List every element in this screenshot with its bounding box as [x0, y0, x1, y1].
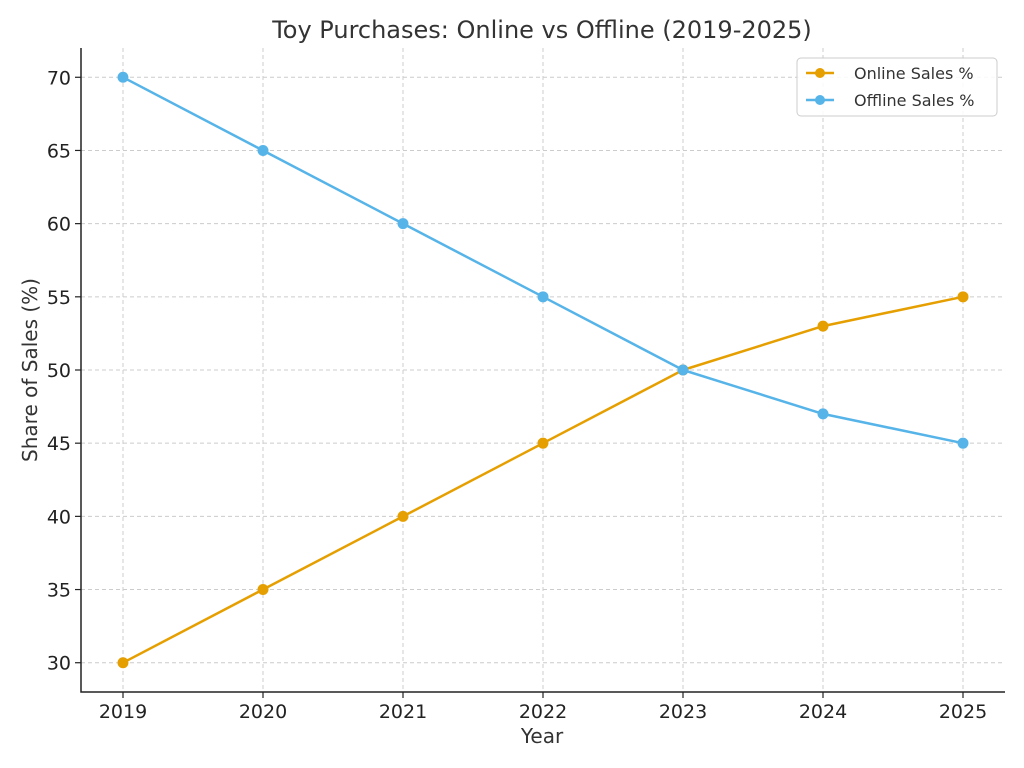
x-axis-label: Year [520, 724, 564, 748]
y-tick-label: 35 [47, 580, 71, 602]
data-point-online [957, 291, 969, 303]
data-point-offline [117, 71, 129, 83]
data-point-offline [537, 291, 549, 303]
y-tick-label: 55 [47, 287, 71, 309]
legend-swatch-online-marker [815, 68, 825, 78]
data-point-online [817, 320, 829, 332]
y-tick-label: 40 [47, 506, 71, 528]
x-tick-label: 2023 [659, 701, 707, 723]
legend-swatch-offline-marker [815, 95, 825, 105]
x-tick-label: 2024 [799, 701, 847, 723]
legend-box [796, 57, 998, 117]
y-tick-label: 70 [47, 67, 71, 89]
y-axis-label: Share of Sales (%) [18, 278, 42, 462]
chart-title: Toy Purchases: Online vs Offline (2019-2… [271, 16, 812, 44]
data-point-offline [677, 364, 689, 376]
legend-label-online: Online Sales % [854, 64, 974, 83]
x-tick-label: 2019 [99, 701, 147, 723]
x-tick-label: 2025 [939, 701, 987, 723]
series-layer [117, 71, 969, 669]
legend: Online Sales % Offline Sales % [796, 57, 998, 117]
data-point-online [257, 584, 269, 596]
x-tick-label: 2022 [519, 701, 567, 723]
y-tick-label: 65 [47, 140, 71, 162]
plot-frame-left-bottom [80, 48, 1005, 693]
data-point-offline [957, 437, 969, 449]
data-point-online [397, 510, 409, 522]
ticks: 2019 2020 2021 2022 2023 2024 2025 30 35 40 45 50 55… [47, 67, 987, 723]
legend-entry-offline: Offline Sales % [806, 91, 974, 110]
grid [81, 48, 1005, 692]
legend-label-offline: Offline Sales % [854, 91, 974, 110]
y-tick-label: 30 [47, 653, 71, 675]
data-point-online [537, 437, 549, 449]
axes [80, 48, 1005, 693]
data-point-offline [397, 218, 409, 230]
y-tick-label: 45 [47, 433, 71, 455]
legend-entry-online: Online Sales % [806, 64, 974, 83]
y-tick-label: 50 [47, 360, 71, 382]
data-point-offline [257, 144, 269, 156]
data-point-offline [817, 408, 829, 420]
y-tick-label: 60 [47, 214, 71, 236]
data-point-online [117, 657, 129, 669]
x-tick-label: 2021 [379, 701, 427, 723]
x-tick-label: 2020 [239, 701, 287, 723]
